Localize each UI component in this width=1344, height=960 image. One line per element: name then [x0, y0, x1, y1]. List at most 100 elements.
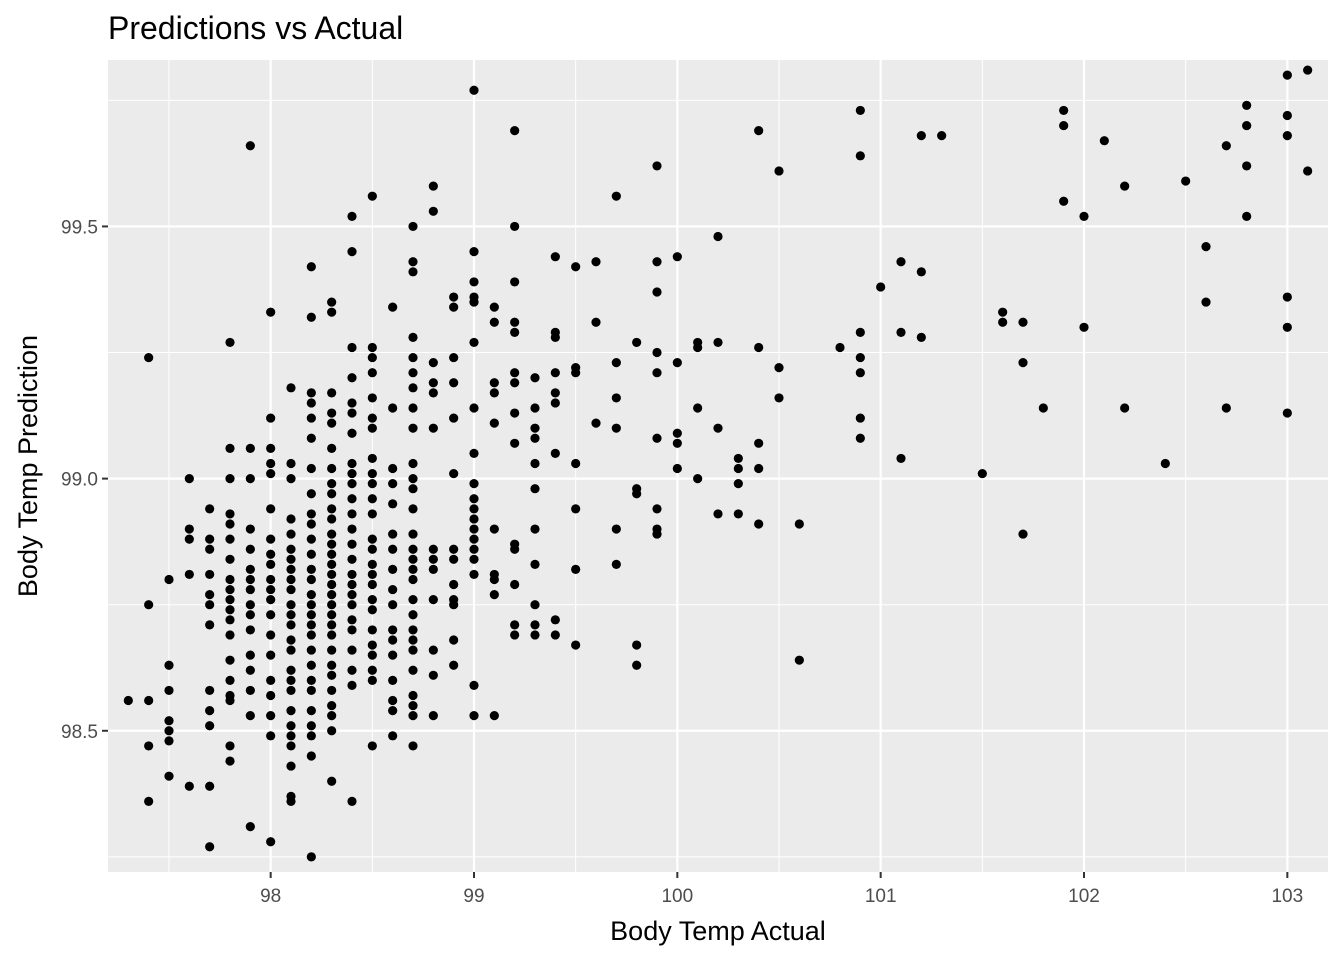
- data-point: [286, 600, 296, 610]
- data-point: [469, 544, 479, 554]
- data-point: [733, 463, 743, 474]
- data-point: [225, 675, 235, 685]
- data-point: [306, 574, 316, 585]
- data-point: [916, 267, 926, 277]
- data-point: [896, 453, 906, 464]
- data-point: [306, 590, 316, 600]
- data-point: [388, 675, 398, 685]
- data-point: [286, 529, 296, 539]
- data-point: [327, 559, 337, 569]
- data-point: [550, 388, 560, 398]
- data-point: [672, 438, 682, 448]
- data-point: [225, 695, 235, 706]
- data-point: [225, 756, 235, 766]
- data-point: [408, 544, 418, 554]
- data-point: [408, 368, 418, 378]
- data-point: [367, 544, 377, 554]
- data-point: [388, 706, 398, 716]
- data-point: [306, 685, 316, 696]
- data-point: [611, 191, 621, 201]
- data-point: [286, 584, 296, 595]
- data-point: [408, 635, 418, 645]
- data-point: [306, 675, 316, 685]
- data-point: [164, 660, 174, 670]
- data-point: [245, 685, 255, 696]
- data-point: [652, 161, 662, 171]
- data-point: [347, 600, 357, 610]
- data-point: [347, 665, 357, 675]
- data-point: [449, 579, 459, 590]
- data-point: [469, 680, 479, 690]
- x-tick-label: 99: [463, 886, 484, 907]
- data-point: [408, 625, 418, 635]
- data-point: [388, 695, 398, 706]
- data-point: [693, 342, 703, 353]
- data-point: [388, 463, 398, 474]
- data-point: [266, 549, 276, 559]
- data-point: [632, 640, 642, 650]
- data-point: [794, 519, 804, 529]
- data-point: [266, 610, 276, 620]
- data-point: [184, 524, 194, 534]
- data-point: [327, 670, 337, 680]
- data-point: [388, 731, 398, 741]
- data-point: [347, 494, 357, 504]
- data-point: [327, 579, 337, 590]
- data-point: [367, 191, 377, 201]
- data-point: [245, 665, 255, 675]
- y-axis: 98.5 99.0 99.5: [61, 217, 108, 743]
- data-point: [489, 711, 499, 721]
- data-point: [489, 574, 499, 585]
- data-point: [306, 262, 316, 272]
- data-point: [713, 423, 723, 433]
- data-point: [388, 584, 398, 595]
- data-point: [550, 630, 560, 640]
- data-point: [733, 453, 743, 464]
- data-point: [266, 468, 276, 479]
- data-point: [449, 468, 459, 479]
- data-point: [510, 317, 520, 327]
- data-point: [408, 711, 418, 721]
- data-point: [306, 731, 316, 741]
- data-point: [327, 590, 337, 600]
- data-point: [367, 423, 377, 433]
- data-point: [1079, 322, 1089, 332]
- data-point: [408, 700, 418, 711]
- data-point: [367, 494, 377, 504]
- data-point: [266, 504, 276, 514]
- data-point: [571, 458, 581, 469]
- data-point: [367, 393, 377, 403]
- data-point: [469, 297, 479, 307]
- data-point: [286, 458, 296, 469]
- data-point: [306, 706, 316, 716]
- data-point: [408, 610, 418, 620]
- data-point: [205, 781, 215, 791]
- data-point: [489, 590, 499, 600]
- data-point: [367, 640, 377, 650]
- data-point: [144, 796, 154, 806]
- data-point: [347, 468, 357, 479]
- data-point: [408, 574, 418, 585]
- data-point: [347, 247, 357, 257]
- data-point: [245, 564, 255, 574]
- data-point: [510, 277, 520, 287]
- data-point: [205, 590, 215, 600]
- data-point: [855, 105, 865, 116]
- data-point: [672, 463, 682, 474]
- data-point: [327, 408, 337, 418]
- data-point: [286, 675, 296, 685]
- data-point: [367, 675, 377, 685]
- data-point: [510, 620, 520, 630]
- data-point: [367, 605, 377, 615]
- data-point: [1282, 408, 1292, 418]
- data-point: [1099, 136, 1109, 146]
- data-point: [388, 403, 398, 413]
- data-point: [469, 85, 479, 95]
- data-point: [286, 796, 296, 806]
- data-point: [855, 433, 865, 443]
- data-point: [245, 625, 255, 635]
- data-point: [347, 342, 357, 353]
- data-point: [510, 544, 520, 554]
- data-point: [347, 479, 357, 489]
- data-point: [550, 448, 560, 458]
